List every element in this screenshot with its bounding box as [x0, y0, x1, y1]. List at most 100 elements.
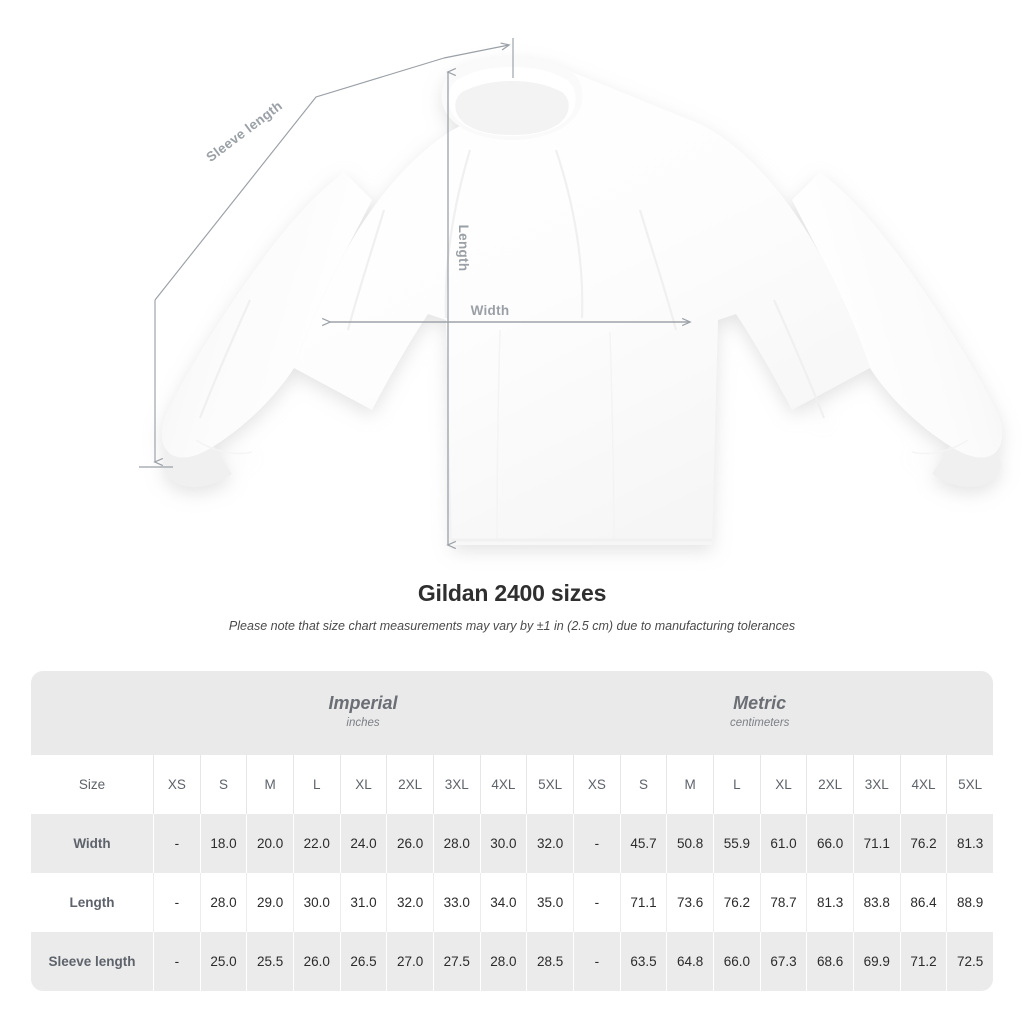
row-label-width: Width: [31, 814, 153, 873]
cell-sleeve-imperial-s: 25.0: [199, 932, 247, 991]
cell-width-metric-xs: -: [573, 814, 620, 873]
size-header-imperial-l: L: [292, 755, 340, 814]
cell-length-imperial-xl: 31.0: [339, 873, 387, 932]
cell-sleeve-imperial-m: 25.5: [246, 932, 293, 991]
cell-length-imperial-5xl: 35.0: [526, 873, 574, 932]
size-header-imperial-4xl: 4XL: [479, 755, 527, 814]
cell-sleeve-imperial-l: 26.0: [292, 932, 340, 991]
size-header-row: Size XS S M L XL 2XL 3XL 4XL 5XL XS S M …: [31, 755, 993, 814]
cell-width-metric-2xl: 66.0: [806, 814, 853, 873]
cell-sleeve-metric-4xl: 71.2: [899, 932, 947, 991]
cell-sleeve-metric-m: 64.8: [666, 932, 713, 991]
cell-width-metric-xl: 61.0: [759, 814, 807, 873]
unit-header-row: Imperial inches Metric centimeters: [31, 671, 993, 755]
size-chart-table: Imperial inches Metric centimeters Size …: [31, 671, 993, 991]
cell-sleeve-metric-s: 63.5: [619, 932, 667, 991]
size-corner-label: Size: [31, 755, 153, 814]
size-header-metric-2xl: 2XL: [806, 755, 853, 814]
row-label-sleeve-length: Sleeve length: [31, 932, 153, 991]
size-header-metric-3xl: 3XL: [852, 755, 900, 814]
cell-sleeve-metric-l: 66.0: [713, 932, 760, 991]
cell-length-metric-s: 71.1: [619, 873, 667, 932]
unit-name-imperial: Imperial: [328, 693, 398, 714]
cell-width-metric-5xl: 81.3: [946, 814, 993, 873]
cell-width-imperial-2xl: 26.0: [386, 814, 433, 873]
cell-width-metric-m: 50.8: [666, 814, 713, 873]
cell-sleeve-imperial-5xl: 28.5: [526, 932, 574, 991]
measurement-lines: [139, 38, 692, 550]
cell-sleeve-metric-3xl: 69.9: [852, 932, 900, 991]
cell-length-metric-m: 73.6: [666, 873, 713, 932]
size-header-metric-m: M: [666, 755, 713, 814]
size-header-metric-5xl: 5XL: [946, 755, 993, 814]
unit-cell-metric-pad: [946, 671, 993, 755]
cell-width-imperial-xs: -: [153, 814, 200, 873]
unit-cell-imperial: Imperial inches: [153, 671, 574, 755]
size-header-metric-l: L: [713, 755, 760, 814]
garment-illustration: Sleeve length Length Width: [139, 38, 1003, 550]
table-row: Sleeve length - 25.0 25.5 26.0 26.5 27.0…: [31, 932, 993, 991]
cell-length-imperial-l: 30.0: [292, 873, 340, 932]
cell-sleeve-imperial-xs: -: [153, 932, 200, 991]
cell-sleeve-imperial-4xl: 28.0: [479, 932, 527, 991]
size-header-metric-s: S: [619, 755, 667, 814]
size-header-imperial-5xl: 5XL: [526, 755, 574, 814]
cell-length-metric-5xl: 88.9: [946, 873, 993, 932]
width-label: Width: [471, 303, 510, 318]
size-chart-table-container: Imperial inches Metric centimeters Size …: [31, 671, 993, 991]
size-header-imperial-3xl: 3XL: [432, 755, 480, 814]
length-label: Length: [456, 225, 471, 272]
unit-sub-imperial: inches: [346, 717, 380, 730]
cell-sleeve-imperial-3xl: 27.5: [432, 932, 480, 991]
row-label-length: Length: [31, 873, 153, 932]
cell-width-imperial-5xl: 32.0: [526, 814, 574, 873]
cell-width-metric-l: 55.9: [713, 814, 760, 873]
cell-sleeve-imperial-xl: 26.5: [339, 932, 387, 991]
unit-sub-metric: centimeters: [729, 717, 790, 730]
cell-width-metric-4xl: 76.2: [899, 814, 947, 873]
size-header-imperial-2xl: 2XL: [386, 755, 433, 814]
cell-width-imperial-3xl: 28.0: [432, 814, 480, 873]
cell-length-metric-3xl: 83.8: [852, 873, 900, 932]
size-header-imperial-xl: XL: [339, 755, 387, 814]
cell-length-metric-l: 76.2: [713, 873, 760, 932]
unit-name-metric: Metric: [733, 693, 787, 714]
unit-corner-cell: [31, 671, 153, 755]
cell-length-imperial-4xl: 34.0: [479, 873, 527, 932]
cell-width-imperial-xl: 24.0: [339, 814, 387, 873]
size-header-imperial-xs: XS: [153, 755, 200, 814]
cell-width-metric-s: 45.7: [619, 814, 667, 873]
page-title: Gildan 2400 sizes: [417, 580, 607, 606]
table-row: Width - 18.0 20.0 22.0 24.0 26.0 28.0 30…: [31, 814, 993, 873]
cell-length-imperial-m: 29.0: [246, 873, 293, 932]
size-header-imperial-m: M: [246, 755, 293, 814]
cell-width-imperial-l: 22.0: [292, 814, 340, 873]
size-header-metric-xs: XS: [573, 755, 620, 814]
cell-length-metric-xs: -: [573, 873, 620, 932]
cell-width-imperial-4xl: 30.0: [479, 814, 527, 873]
cell-length-imperial-xs: -: [153, 873, 200, 932]
page-subtitle: Please note that size chart measurements…: [228, 619, 796, 633]
garment-shape: [161, 58, 1003, 545]
cell-sleeve-metric-5xl: 72.5: [946, 932, 993, 991]
sleeve-length-dimension: [139, 38, 514, 468]
cell-sleeve-imperial-2xl: 27.0: [386, 932, 433, 991]
size-header-imperial-s: S: [199, 755, 247, 814]
cell-length-metric-xl: 78.7: [759, 873, 807, 932]
table-row: Length - 28.0 29.0 30.0 31.0 32.0 33.0 3…: [31, 873, 993, 932]
cell-width-imperial-s: 18.0: [199, 814, 247, 873]
size-header-metric-4xl: 4XL: [899, 755, 947, 814]
cell-length-metric-4xl: 86.4: [899, 873, 947, 932]
cell-length-metric-2xl: 81.3: [806, 873, 853, 932]
cell-length-imperial-2xl: 32.0: [386, 873, 433, 932]
cell-sleeve-metric-xs: -: [573, 932, 620, 991]
cell-sleeve-metric-xl: 67.3: [759, 932, 807, 991]
cell-length-imperial-s: 28.0: [199, 873, 247, 932]
cell-length-imperial-3xl: 33.0: [432, 873, 480, 932]
unit-cell-metric: Metric centimeters: [573, 671, 947, 755]
cell-sleeve-metric-2xl: 68.6: [806, 932, 853, 991]
size-header-metric-xl: XL: [759, 755, 807, 814]
cell-width-imperial-m: 20.0: [246, 814, 293, 873]
cell-width-metric-3xl: 71.1: [852, 814, 900, 873]
